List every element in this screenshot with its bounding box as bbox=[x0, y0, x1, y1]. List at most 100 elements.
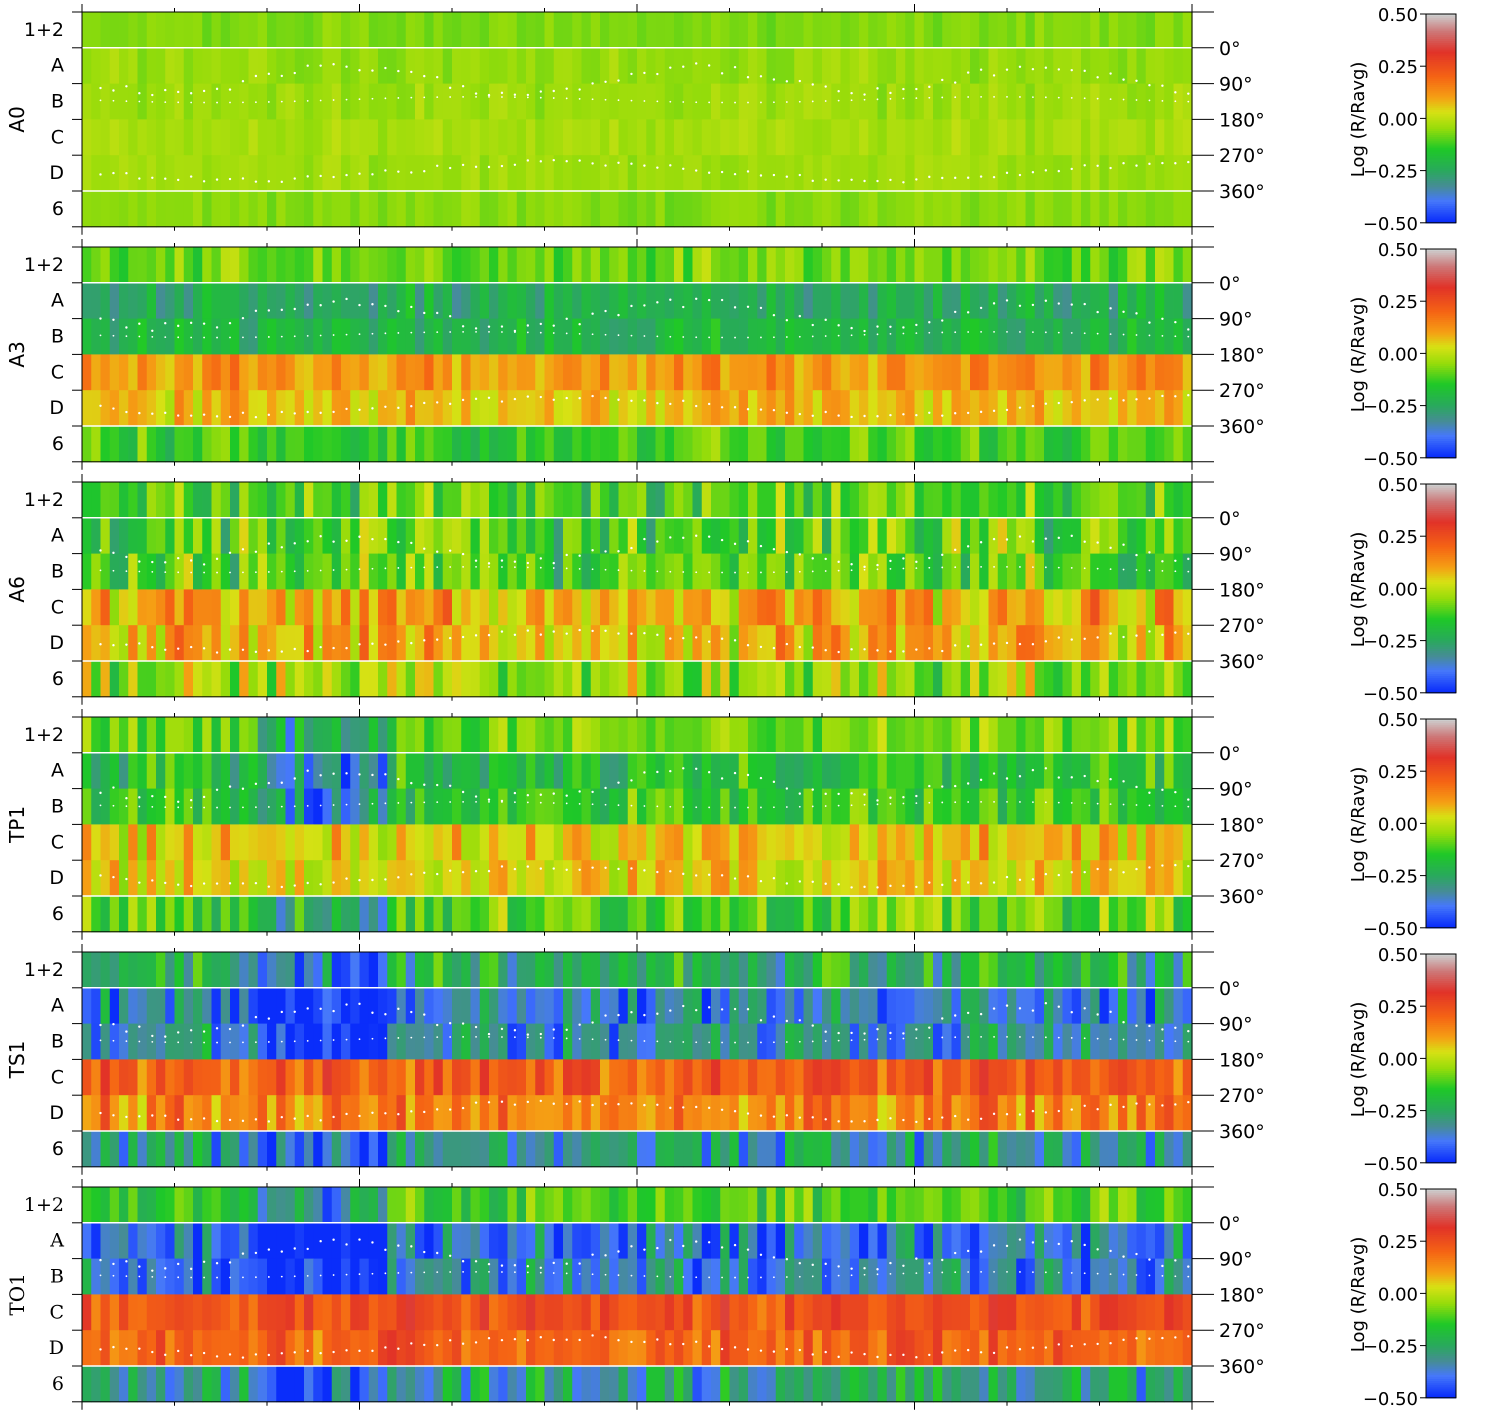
heatmap-cell bbox=[341, 282, 351, 319]
heatmap-cell bbox=[748, 625, 758, 662]
heatmap-cell bbox=[202, 426, 213, 463]
heatmap-cell bbox=[1145, 12, 1156, 49]
heatmap-cell bbox=[507, 589, 518, 626]
heatmap-cell bbox=[424, 517, 435, 554]
heatmap-cell bbox=[193, 589, 203, 626]
heatmap-cell bbox=[433, 987, 444, 1024]
heatmap-cell bbox=[1145, 661, 1156, 698]
heatmap-cell bbox=[970, 426, 980, 463]
heatmap-cell bbox=[82, 426, 92, 463]
heatmap-cell bbox=[1155, 83, 1165, 120]
heatmap-cell bbox=[415, 589, 425, 626]
heatmap-cell bbox=[359, 589, 370, 626]
heatmap-cell bbox=[997, 426, 1008, 463]
trace-marker bbox=[552, 97, 555, 99]
trace-marker bbox=[707, 771, 711, 774]
heatmap-cell bbox=[692, 517, 703, 554]
heatmap-cell bbox=[91, 482, 102, 519]
heatmap-cell bbox=[350, 717, 361, 754]
trace-marker bbox=[1109, 166, 1112, 170]
colorbar-swatch bbox=[1426, 372, 1456, 375]
heatmap-cell bbox=[988, 987, 999, 1024]
heatmap-cell bbox=[1044, 47, 1054, 84]
heatmap-cell bbox=[951, 119, 962, 156]
heatmap-cell bbox=[156, 426, 166, 463]
heatmap-cell bbox=[109, 896, 120, 933]
trace-marker bbox=[954, 566, 957, 569]
heatmap-cell bbox=[257, 625, 268, 662]
heatmap-cell bbox=[618, 824, 629, 861]
heatmap-cell bbox=[1081, 390, 1091, 427]
heatmap-cell bbox=[803, 47, 814, 84]
heatmap-cell bbox=[923, 354, 934, 391]
heatmap-cell bbox=[109, 354, 120, 391]
heatmap-cell bbox=[646, 47, 657, 84]
heatmap-cell bbox=[424, 717, 435, 754]
trace-marker bbox=[358, 535, 361, 538]
heatmap-cell bbox=[489, 390, 499, 427]
heatmap-cell bbox=[692, 390, 703, 427]
heatmap-cell bbox=[785, 1023, 795, 1060]
heatmap-cell bbox=[877, 426, 888, 463]
heatmap-cell bbox=[516, 952, 527, 989]
colorbar-swatch bbox=[1426, 919, 1456, 923]
heatmap-cell bbox=[674, 896, 684, 933]
heatmap-cell bbox=[470, 717, 481, 754]
heatmap-cell bbox=[729, 717, 740, 754]
heatmap-cell bbox=[248, 824, 259, 861]
heatmap-cell bbox=[618, 155, 629, 192]
heatmap-cell bbox=[544, 482, 555, 519]
heatmap-cell bbox=[849, 987, 860, 1024]
heatmap-cell bbox=[1127, 752, 1138, 789]
heatmap-cell bbox=[415, 517, 425, 554]
trace-marker bbox=[293, 335, 296, 338]
heatmap-cell bbox=[202, 896, 213, 933]
heatmap-cell bbox=[331, 247, 342, 284]
heatmap-cell bbox=[1016, 788, 1027, 825]
heatmap-cell bbox=[304, 318, 314, 355]
heatmap-cell bbox=[248, 155, 259, 192]
heatmap-cell bbox=[267, 1059, 277, 1096]
heatmap-cell bbox=[220, 517, 231, 554]
colorbar-swatch bbox=[1426, 441, 1456, 444]
heatmap-cell bbox=[128, 247, 139, 284]
trace-marker bbox=[1070, 97, 1073, 99]
heatmap-cell bbox=[137, 860, 148, 897]
heatmap-cell bbox=[276, 752, 287, 789]
heatmap-cell bbox=[627, 860, 638, 897]
trace-marker bbox=[747, 101, 749, 104]
heatmap-cell bbox=[489, 952, 499, 989]
heatmap-cell bbox=[988, 788, 999, 825]
trace-marker bbox=[966, 71, 970, 74]
heatmap-cell bbox=[609, 390, 620, 427]
trace-marker bbox=[759, 776, 763, 780]
heatmap-cell bbox=[1164, 191, 1175, 228]
trace-marker bbox=[241, 177, 245, 180]
colorbar-swatch bbox=[1426, 271, 1456, 275]
heatmap-cell bbox=[683, 119, 694, 156]
heatmap-cell bbox=[1090, 589, 1101, 626]
heatmap-cell bbox=[1016, 318, 1027, 355]
trace-marker bbox=[448, 784, 452, 787]
heatmap-cell bbox=[350, 517, 361, 554]
heatmap-cell bbox=[859, 896, 869, 933]
colorbar-swatch bbox=[1426, 288, 1456, 292]
heatmap-cell bbox=[942, 247, 953, 284]
trace-marker bbox=[798, 412, 801, 416]
trace-marker bbox=[824, 335, 827, 337]
trace-marker bbox=[565, 87, 568, 90]
trace-marker bbox=[604, 309, 607, 313]
heatmap-cell bbox=[304, 119, 314, 156]
heatmap-cell bbox=[849, 282, 860, 319]
heatmap-cell bbox=[405, 788, 416, 825]
heatmap-cell bbox=[183, 318, 194, 355]
heatmap-cell bbox=[1173, 390, 1184, 427]
heatmap-cell bbox=[442, 1023, 453, 1060]
colorbar-swatch bbox=[1426, 301, 1456, 304]
heatmap-cell bbox=[868, 589, 879, 626]
heatmap-cell bbox=[748, 952, 758, 989]
heatmap-cell bbox=[304, 788, 314, 825]
heatmap-cell bbox=[1071, 155, 1082, 192]
heatmap-cell bbox=[646, 247, 657, 284]
